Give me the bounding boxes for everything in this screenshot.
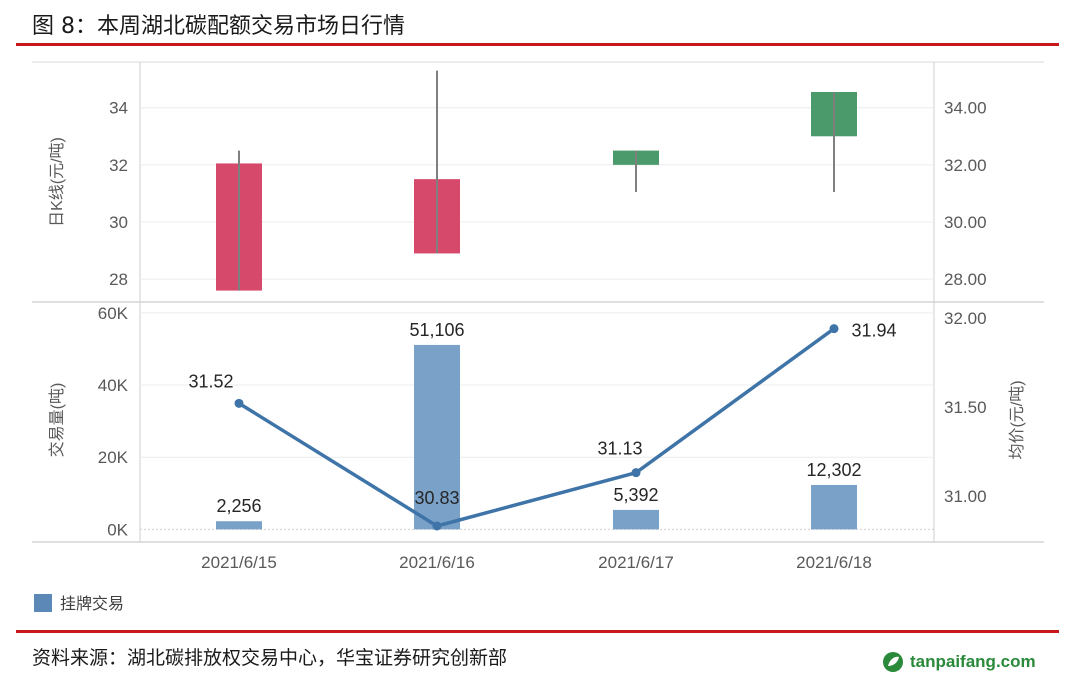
- volume-bar: [414, 344, 460, 530]
- page-title: 图 8：本周湖北碳配额交易市场日行情: [32, 14, 405, 39]
- kline-right-tick: 28.00: [944, 270, 987, 289]
- legend-swatch: [34, 594, 52, 612]
- volume-bar: [613, 509, 659, 530]
- volume-bar-label: 51,106: [409, 320, 464, 340]
- x-axis-tick: 2021/6/18: [796, 553, 872, 572]
- title-divider: [16, 43, 1059, 46]
- volume-left-tick: 0K: [107, 520, 128, 539]
- kline-left-tick: 34: [109, 99, 128, 118]
- volume-left-tick: 20K: [98, 448, 129, 467]
- price-point-label: 31.94: [851, 321, 896, 341]
- market-chart: 28 28.00 30 30.00 32 32.00 34 34.00 0K 20K 40K 60K…: [32, 61, 1044, 613]
- kline-left-tick: 32: [109, 156, 128, 175]
- leaf-logo-icon: [883, 652, 903, 672]
- legend: 挂牌交易: [34, 594, 124, 613]
- kline-right-tick: 32.00: [944, 156, 987, 175]
- kline-right-tick: 30.00: [944, 213, 987, 232]
- footer-divider: [16, 630, 1059, 633]
- price-point-label: 31.13: [597, 439, 642, 459]
- kline-right-tick: 34.00: [944, 99, 987, 118]
- volume-bar-label: 12,302: [806, 460, 861, 480]
- price-y-axis-label: 均价(元/吨): [1008, 380, 1026, 459]
- watermark-text: tanpaifang.com: [910, 652, 1036, 671]
- legend-label: 挂牌交易: [60, 595, 124, 613]
- price-right-tick: 32.00: [944, 309, 987, 328]
- kline-left-tick: 30: [109, 213, 128, 232]
- volume-bar: [216, 521, 262, 530]
- price-point: [829, 324, 839, 334]
- x-axis-tick: 2021/6/16: [399, 553, 475, 572]
- source-note: 资料来源：湖北碳排放权交易中心，华宝证券研究创新部: [32, 647, 508, 669]
- price-point-label: 30.83: [414, 488, 459, 508]
- x-axis-tick: 2021/6/17: [598, 553, 674, 572]
- price-point-label: 31.52: [188, 371, 233, 391]
- chart-frame: [32, 61, 1044, 543]
- price-point: [234, 398, 244, 408]
- price-point: [631, 468, 641, 478]
- volume-y-axis-label: 交易量(吨): [48, 383, 66, 458]
- price-right-tick: 31.00: [944, 487, 987, 506]
- volume-left-tick: 60K: [98, 304, 129, 323]
- kline-y-axis-label: 日K线(元/吨): [48, 137, 66, 227]
- watermark: tanpaifang.com: [882, 650, 1036, 674]
- price-line: [238, 327, 836, 528]
- volume-bar-label: 5,392: [613, 485, 658, 505]
- kline-left-tick: 28: [109, 270, 128, 289]
- volume-bar-label: 2,256: [216, 496, 261, 516]
- volume-left-tick: 40K: [98, 376, 129, 395]
- price-point: [432, 521, 442, 531]
- x-axis-tick: 2021/6/15: [201, 553, 277, 572]
- volume-bar: [811, 484, 857, 530]
- price-right-tick: 31.50: [944, 398, 987, 417]
